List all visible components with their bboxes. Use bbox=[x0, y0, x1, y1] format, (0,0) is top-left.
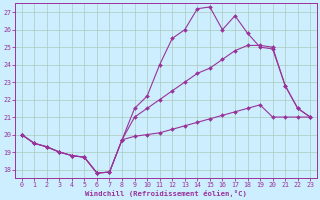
X-axis label: Windchill (Refroidissement éolien,°C): Windchill (Refroidissement éolien,°C) bbox=[85, 190, 247, 197]
